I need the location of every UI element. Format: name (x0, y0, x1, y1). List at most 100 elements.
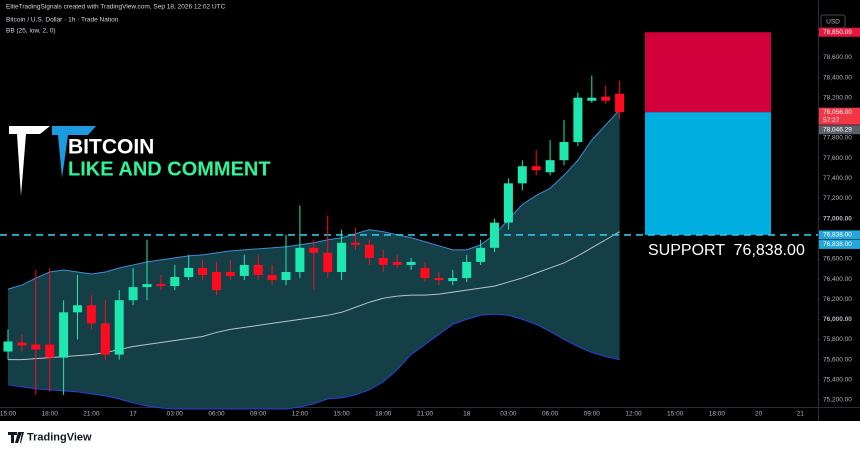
candle-body (448, 278, 458, 282)
x-tick-label: 15:00 (0, 411, 17, 418)
price-label-box (819, 239, 860, 249)
x-tick-label: 12:00 (292, 411, 309, 418)
candle-body (225, 271, 235, 277)
y-tick-label: 75,400.00 (823, 376, 852, 383)
candle-body (378, 257, 388, 265)
x-tick-label: 18:00 (709, 411, 726, 418)
candle-body (198, 267, 208, 276)
candle-body (364, 244, 374, 258)
x-tick-label: 20 (755, 411, 763, 418)
x-tick-label: 18:00 (375, 411, 392, 418)
candle-body (100, 323, 110, 355)
candle-body (184, 267, 194, 278)
position-target-zone (645, 112, 771, 235)
header-credit: EliteTradingSignals created with Trading… (6, 4, 226, 11)
x-tick-label: 17 (129, 411, 137, 418)
x-tick-label: 15:00 (333, 411, 350, 418)
x-tick-label: 18:00 (42, 411, 59, 418)
candle-body (170, 277, 180, 287)
footer-logo-icon (8, 432, 24, 443)
candle-body (73, 305, 82, 313)
x-tick-label: 09:00 (584, 411, 601, 418)
brand-logo-white (9, 126, 50, 196)
support-annotation: SUPPORT 76,838.00 (648, 242, 805, 259)
candle-body (434, 278, 444, 281)
price-label: 76,838.00 (823, 241, 852, 248)
candle-body (156, 284, 166, 287)
candle-body (59, 312, 69, 358)
y-tick-label: 78,600.00 (823, 54, 852, 61)
x-tick-label: 06:00 (208, 411, 225, 418)
x-tick-label: 12:00 (625, 411, 642, 418)
price-label-countdown: 57:27 (823, 117, 840, 124)
x-tick-label: 21 (797, 411, 805, 418)
candle-body (559, 142, 569, 161)
candle-body (545, 160, 555, 173)
y-tick-label: 77,400.00 (823, 175, 852, 182)
y-tick-label: 75,800.00 (823, 336, 852, 343)
x-tick-label: 09:00 (250, 411, 267, 418)
y-tick-label: 75,200.00 (823, 397, 852, 404)
position-stop-zone (645, 32, 771, 113)
header-indicator: BB (25, low, 2, 0) (6, 28, 56, 35)
x-tick-label: 03:00 (500, 411, 517, 418)
price-label-box (819, 125, 860, 135)
candle-body (531, 166, 541, 171)
price-label: 78,056.00 (823, 109, 852, 116)
candle-body (253, 264, 263, 276)
y-tick-label: 76,600.00 (823, 256, 852, 263)
candle-body (309, 247, 319, 253)
price-label-box (819, 230, 860, 240)
y-tick-label: 78,200.00 (823, 94, 852, 101)
y-tick-label: 77,600.00 (823, 155, 852, 162)
candle-body (212, 271, 221, 291)
band-middle (8, 231, 620, 361)
footer-logo-text[interactable]: TradingView (27, 431, 92, 443)
candle-body (142, 284, 152, 288)
x-tick-label: 03:00 (167, 411, 184, 418)
price-label: 76,838.00 (823, 232, 852, 239)
candle-body (86, 305, 96, 324)
candle-body (587, 97, 597, 101)
footer-background (0, 421, 860, 452)
price-label: 78,850.09 (823, 29, 852, 36)
candle-body (281, 271, 291, 281)
candle-body (337, 242, 347, 272)
candle-body (462, 261, 472, 279)
brand-title: BITCOIN (68, 136, 154, 159)
price-label: 78,046.29 (823, 126, 852, 133)
candle-body (45, 344, 55, 358)
candle-body (406, 261, 416, 265)
band-lower (7, 313, 620, 410)
candle-body (615, 93, 625, 113)
y-tick-label: 77,000.00 (823, 215, 852, 222)
price-label-box (819, 107, 860, 125)
brand-call: LIKE AND COMMENT (68, 158, 271, 180)
x-tick-label: 06:00 (542, 411, 559, 418)
candle-body (295, 247, 305, 272)
candle-body (3, 341, 13, 352)
candle-body (517, 166, 527, 184)
currency-label: USD (826, 19, 840, 26)
candle-body (392, 261, 402, 265)
candle-body (323, 252, 333, 272)
x-tick-label: 18 (463, 411, 471, 418)
candle-body (601, 96, 611, 101)
candle-body (267, 275, 277, 281)
candle-body (31, 344, 41, 350)
brand-logo-blue (52, 126, 96, 178)
x-tick-label: 21:00 (417, 411, 434, 418)
candle-body (128, 287, 138, 301)
y-tick-label: 75,600.00 (823, 356, 852, 363)
candle-body (17, 342, 27, 346)
y-tick-label: 76,200.00 (823, 296, 852, 303)
y-tick-label: 78,400.00 (823, 74, 852, 81)
candle-body (351, 242, 360, 245)
candle-body (503, 183, 513, 223)
y-tick-label: 77,200.00 (823, 195, 852, 202)
y-tick-label: 76,400.00 (823, 276, 852, 283)
y-tick-label: 77,800.00 (823, 135, 852, 142)
candle-body (573, 97, 583, 143)
candle-body (114, 300, 124, 355)
